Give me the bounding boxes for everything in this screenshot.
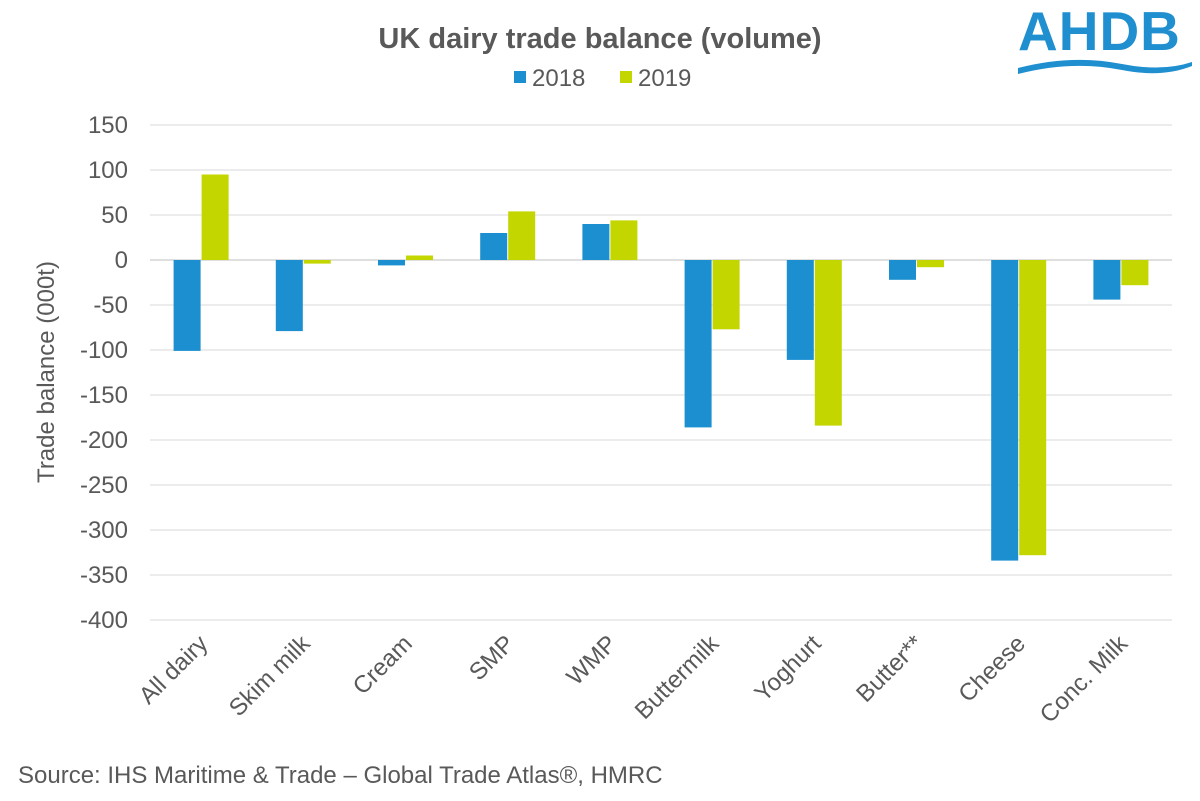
y-tick-label: -250	[80, 472, 128, 499]
y-tick-label: 50	[101, 202, 128, 229]
x-category-label: Cheese	[953, 630, 1031, 708]
logo-text: AHDB	[1018, 2, 1181, 62]
legend-swatch-2018	[514, 71, 526, 83]
y-tick-label: 0	[115, 247, 128, 274]
y-tick-label: 150	[88, 112, 128, 139]
x-category-label: Buttermilk	[630, 629, 725, 724]
y-axis-ticks: 150 100 50 0 -50 -100 -150 -200 -250 -300 -350 -400	[80, 112, 128, 634]
y-axis-title: Trade balance (000t)	[33, 261, 60, 483]
x-category-label: WMP	[562, 630, 623, 691]
x-category-label: Skim milk	[224, 629, 316, 721]
bar-2018-skim-milk	[275, 260, 303, 332]
bar-2019-buttermilk	[712, 260, 740, 330]
legend-label-2018: 2018	[532, 65, 585, 92]
y-tick-label: 100	[88, 157, 128, 184]
bars	[173, 174, 1149, 561]
bar-2019-skim-milk	[303, 260, 331, 264]
bar-2018-conc-milk	[1093, 260, 1121, 300]
legend-swatch-2019	[620, 71, 632, 83]
bar-2019-cream	[406, 255, 433, 260]
bar-2019-butter-	[917, 260, 944, 268]
x-category-label: Yoghurt	[750, 630, 827, 707]
bar-2018-smp	[480, 233, 508, 260]
bar-2019-wmp	[610, 220, 638, 260]
bar-2019-yoghurt	[814, 260, 842, 426]
x-category-label: SMP	[464, 630, 520, 686]
x-category-label: Butter**	[851, 630, 929, 708]
legend-label-2019: 2019	[638, 65, 691, 92]
bar-2018-all-dairy	[173, 260, 201, 351]
y-tick-label: -400	[80, 607, 128, 634]
x-category-label: Cream	[348, 630, 418, 700]
y-tick-label: -350	[80, 562, 128, 589]
bar-2019-cheese	[1019, 260, 1047, 556]
y-tick-label: -200	[80, 427, 128, 454]
bar-2018-buttermilk	[684, 260, 712, 428]
y-tick-label: -150	[80, 382, 128, 409]
bar-2018-cream	[378, 260, 405, 266]
y-tick-label: -300	[80, 517, 128, 544]
bar-2018-butter-	[889, 260, 916, 280]
y-tick-label: -100	[80, 337, 128, 364]
source-note: Source: IHS Maritime & Trade – Global Tr…	[18, 762, 663, 789]
x-axis-labels: All dairy Skim milk Cream SMP WMP Buttermilk Y…	[134, 629, 1134, 728]
y-tick-label: -50	[93, 292, 128, 319]
bar-2018-yoghurt	[786, 260, 814, 360]
bar-2019-conc-milk	[1121, 260, 1149, 286]
x-category-label: All dairy	[134, 630, 213, 709]
bar-2018-wmp	[582, 224, 610, 260]
logo-wave-icon	[1018, 59, 1192, 74]
chart-title: UK dairy trade balance (volume)	[378, 23, 821, 55]
bar-2019-smp	[508, 211, 536, 260]
bar-2019-all-dairy	[201, 174, 229, 260]
bar-2018-cheese	[991, 260, 1019, 561]
legend: 2018 2019	[514, 65, 691, 92]
gridlines	[150, 124, 1172, 621]
x-category-label: Conc. Milk	[1035, 629, 1134, 728]
ahdb-logo: AHDB	[1018, 2, 1192, 74]
